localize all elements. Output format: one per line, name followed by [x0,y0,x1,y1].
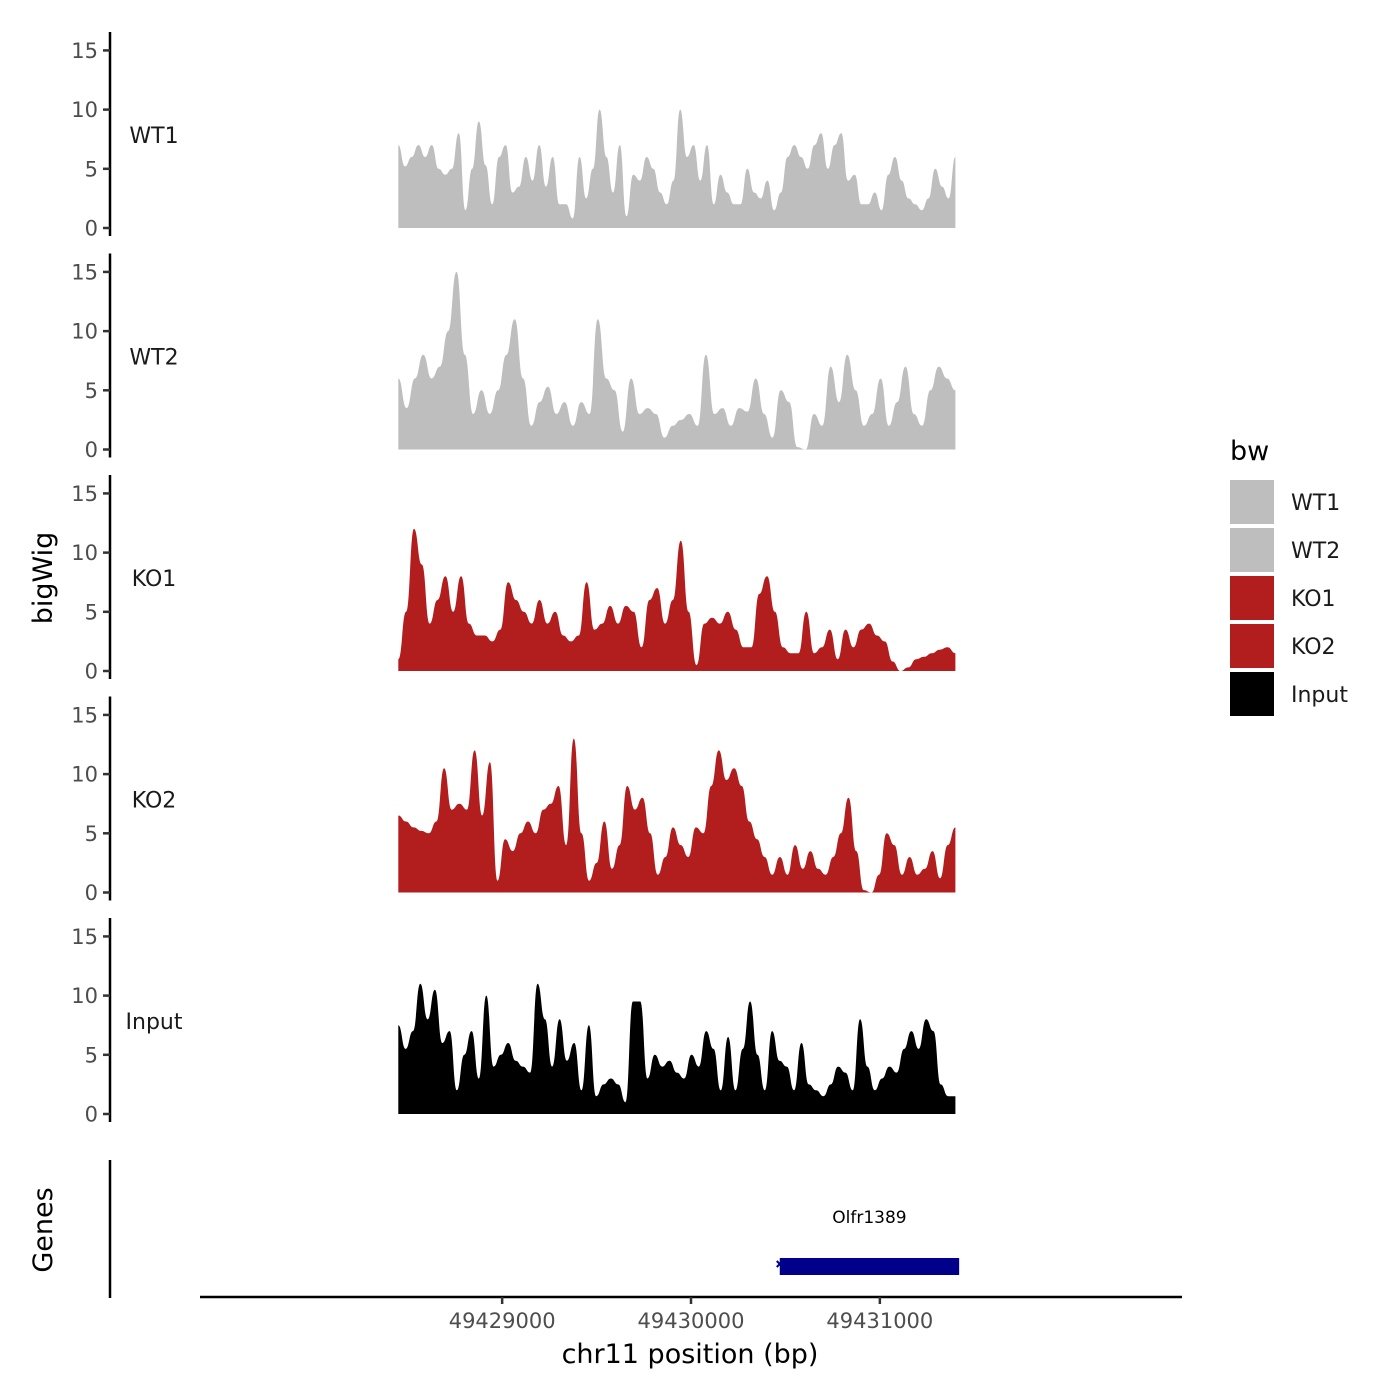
y-tick-label: 10 [71,984,98,1008]
gene-track: Olfr1389 [108,1160,960,1298]
track-ko1: 0 5 10 15 KO1 [71,475,956,684]
legend-entry-ko2: KO2 [1230,624,1336,668]
genes-axis-title: Genes [28,1187,59,1272]
legend-label: WT2 [1291,539,1340,564]
x-tick-label: 49429000 [449,1309,556,1333]
legend-swatch [1230,576,1274,620]
y-tick-label: 0 [85,217,98,241]
legend-swatch [1230,672,1274,716]
area-input [398,983,956,1114]
legend-label: KO2 [1291,635,1336,660]
legend-label: WT1 [1291,491,1340,516]
track-wt1: 0 5 10 15 WT1 [71,32,956,241]
legend-entry-wt1: WT1 [1230,480,1340,524]
y-tick-label: 10 [71,541,98,565]
track-input: 0 5 10 15 Input [71,918,956,1127]
y-tick-label: 5 [85,822,98,846]
y-tick-label: 10 [71,763,98,787]
gene-start-marker [776,1260,784,1268]
x-axis-title: chr11 position (bp) [562,1339,819,1370]
legend-entry-input: Input [1230,672,1348,716]
gene-body [779,1258,960,1275]
track-wt2: 0 5 10 15 WT2 [71,253,956,462]
legend-entry-wt2: WT2 [1230,528,1340,572]
y-tick-label: 0 [85,1103,98,1127]
bigwig-tracks: 0 5 10 15 WT1 0 5 10 15 WT2 0 5 10 15 KO1 0 5 10 15 KO2 0 5 10… [71,32,956,1127]
gene-label: Olfr1389 [832,1208,906,1228]
y-tick-label: 15 [71,482,98,506]
track-label: Input [126,1010,183,1035]
y-tick-label: 0 [85,438,98,462]
legend-swatch [1230,480,1274,524]
y-tick-label: 5 [85,600,98,624]
y-tick-label: 15 [71,703,98,727]
track-ko2: 0 5 10 15 KO2 [71,696,956,905]
area-ko1 [398,528,956,671]
x-axis: 49429000 49430000 49431000 [200,1295,1182,1333]
y-tick-label: 15 [71,260,98,284]
x-tick-label: 49430000 [638,1309,745,1333]
legend-label: KO1 [1291,587,1336,612]
y-tick-label: 0 [85,660,98,684]
area-ko2 [398,738,956,893]
y-axis-title: bigWig [28,532,59,625]
track-label: WT2 [129,346,178,371]
area-wt2 [398,271,956,450]
track-label: KO2 [132,789,177,814]
y-tick-label: 10 [71,320,98,344]
legend-swatch [1230,624,1274,668]
y-tick-label: 10 [71,98,98,122]
area-wt1 [398,109,956,228]
track-label: WT1 [129,124,178,149]
x-tick-label: 49431000 [826,1309,933,1333]
legend-label: Input [1291,683,1348,708]
gene-olfr1389: Olfr1389 [776,1208,960,1275]
legend-title: bw [1230,436,1269,467]
legend-entry-ko1: KO1 [1230,576,1336,620]
legend-swatch [1230,528,1274,572]
track-label: KO1 [132,567,177,592]
y-tick-label: 5 [85,157,98,181]
y-tick-label: 15 [71,925,98,949]
y-tick-label: 5 [85,1043,98,1067]
y-tick-label: 15 [71,39,98,63]
y-tick-label: 5 [85,379,98,403]
y-tick-label: 0 [85,881,98,905]
legend: bw WT1 WT2 KO1 KO2 Input [1230,436,1348,716]
